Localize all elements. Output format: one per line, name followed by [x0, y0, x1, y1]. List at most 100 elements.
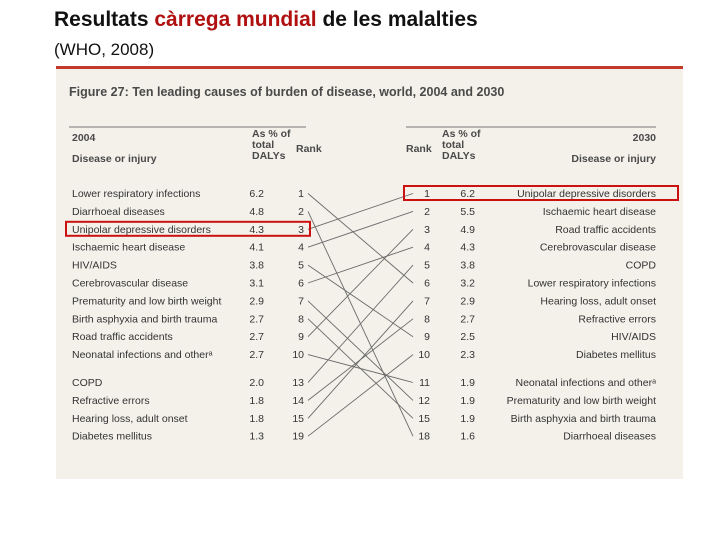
left-pct-value: 1.8: [249, 395, 264, 407]
title-highlight: càrrega mundial: [154, 8, 317, 31]
left-rank-value: 4: [298, 242, 304, 254]
left-rank-value: 6: [298, 278, 304, 290]
right-rank-value: 15: [418, 413, 430, 425]
left-disease-label: Prematurity and low birth weight: [72, 295, 221, 307]
right-disease-header: Disease or injury: [571, 153, 656, 165]
left-disease-label: Ischaemic heart disease: [72, 242, 185, 254]
right-disease-label: Ischaemic heart disease: [543, 206, 656, 218]
left-pct-value: 3.8: [249, 260, 264, 272]
right-rank-value: 12: [418, 395, 430, 407]
rank-link-line: [307, 264, 414, 383]
left-pct-value: 2.7: [249, 349, 264, 361]
left-pct-value: 4.1: [249, 242, 264, 254]
right-pct-value: 2.9: [460, 295, 475, 307]
left-rank-value: 3: [298, 224, 304, 236]
right-disease-label: Hearing loss, adult onset: [540, 295, 656, 307]
rank-link-line: [307, 300, 414, 401]
left-pct-value: 3.1: [249, 278, 264, 290]
left-pct-value: 4.8: [249, 206, 264, 218]
right-rank-value: 3: [424, 224, 430, 236]
right-rank-header: Rank: [406, 143, 432, 155]
right-rank-value: 6: [424, 278, 430, 290]
right-pct-value: 1.9: [460, 395, 475, 407]
right-rank-value: 2: [424, 206, 430, 218]
right-disease-label: Diabetes mellitus: [576, 349, 656, 361]
left-disease-label: COPD: [72, 377, 103, 389]
left-pct-value: 6.2: [249, 188, 264, 200]
right-rank-value: 10: [418, 349, 430, 361]
left-rank-value: 5: [298, 260, 304, 272]
left-rank-value: 15: [292, 413, 304, 425]
right-rank-value: 5: [424, 260, 430, 272]
rank-link-line: [307, 246, 414, 284]
left-pct-value: 2.9: [249, 295, 264, 307]
right-pct-value: 2.5: [460, 331, 475, 343]
left-disease-label: Birth asphyxia and birth trauma: [72, 313, 217, 325]
left-rank-value: 13: [292, 377, 304, 389]
left-disease-label: Diarrhoeal diseases: [72, 206, 165, 218]
left-pct-value: 4.3: [249, 224, 264, 236]
rank-link-line: [307, 193, 414, 284]
left-disease-label: Diabetes mellitus: [72, 431, 152, 443]
right-disease-label: Cerebrovascular disease: [540, 242, 656, 254]
rank-link-line: [307, 354, 414, 437]
right-disease-label: Road traffic accidents: [555, 224, 656, 236]
left-pct-value: 2.7: [249, 313, 264, 325]
right-disease-label: Lower respiratory infections: [528, 278, 656, 290]
left-rank-value: 10: [292, 349, 304, 361]
left-pct-header: total: [252, 139, 274, 151]
right-pct-value: 6.2: [460, 188, 475, 200]
rank-link-line: [307, 193, 414, 230]
slide-subtitle: (WHO, 2008): [54, 40, 155, 59]
left-pct-value: 2.7: [249, 331, 264, 343]
left-disease-label: Lower respiratory infections: [72, 188, 200, 200]
right-pct-value: 5.5: [460, 206, 475, 218]
right-pct-header: DALYs: [442, 150, 476, 162]
right-pct-header: total: [442, 139, 464, 151]
right-rank-value: 18: [418, 431, 430, 443]
figure-panel: Figure 27: Ten leading causes of burden …: [56, 66, 683, 479]
right-pct-value: 1.9: [460, 377, 475, 389]
left-rank-value: 7: [298, 295, 304, 307]
right-pct-value: 2.3: [460, 349, 475, 361]
right-disease-label: Prematurity and low birth weight: [507, 395, 656, 407]
left-disease-label: Unipolar depressive disorders: [72, 224, 211, 236]
right-pct-value: 4.9: [460, 224, 475, 236]
right-disease-label: Neonatal infections and otherᵃ: [516, 377, 657, 389]
right-disease-label: Diarrhoeal diseases: [563, 431, 656, 443]
left-disease-label: Road traffic accidents: [72, 331, 173, 343]
left-disease-label: Refractive errors: [72, 395, 150, 407]
right-rank-value: 9: [424, 331, 430, 343]
left-year-header: 2004: [72, 132, 96, 144]
left-pct-value: 2.0: [249, 377, 264, 389]
figure-title: Figure 27: Ten leading causes of burden …: [69, 85, 504, 99]
rank-link-line: [307, 354, 414, 383]
title-part2: de les malalties: [322, 8, 478, 31]
title-part1: Resultats: [54, 8, 149, 31]
left-disease-label: HIV/AIDS: [72, 260, 117, 272]
left-rank-header: Rank: [296, 143, 322, 155]
right-disease-label: HIV/AIDS: [611, 331, 656, 343]
left-disease-label: Cerebrovascular disease: [72, 278, 188, 290]
left-pct-header: DALYs: [252, 150, 286, 162]
left-rank-value: 2: [298, 206, 304, 218]
rank-link-line: [307, 264, 414, 338]
right-pct-value: 4.3: [460, 242, 475, 254]
left-rank-value: 8: [298, 313, 304, 325]
right-rank-value: 7: [424, 295, 430, 307]
right-rank-value: 8: [424, 313, 430, 325]
highlight-box-2004: [65, 220, 311, 237]
right-rank-value: 11: [419, 377, 430, 389]
left-rank-value: 1: [298, 188, 304, 200]
right-disease-label: Unipolar depressive disorders: [517, 188, 656, 200]
left-disease-header: Disease or injury: [72, 153, 157, 165]
right-pct-value: 1.9: [460, 413, 475, 425]
right-disease-label: Birth asphyxia and birth trauma: [511, 413, 656, 425]
right-pct-value: 1.6: [460, 431, 475, 443]
right-rank-value: 1: [424, 188, 430, 200]
rank-chart: Figure 27: Ten leading causes of burden …: [65, 85, 679, 443]
slide-title: Resultats càrrega mundial de les malalti…: [54, 8, 478, 32]
left-disease-label: Neonatal infections and otherᵃ: [72, 349, 213, 361]
right-rank-value: 4: [424, 242, 430, 254]
left-rank-value: 9: [298, 331, 304, 343]
